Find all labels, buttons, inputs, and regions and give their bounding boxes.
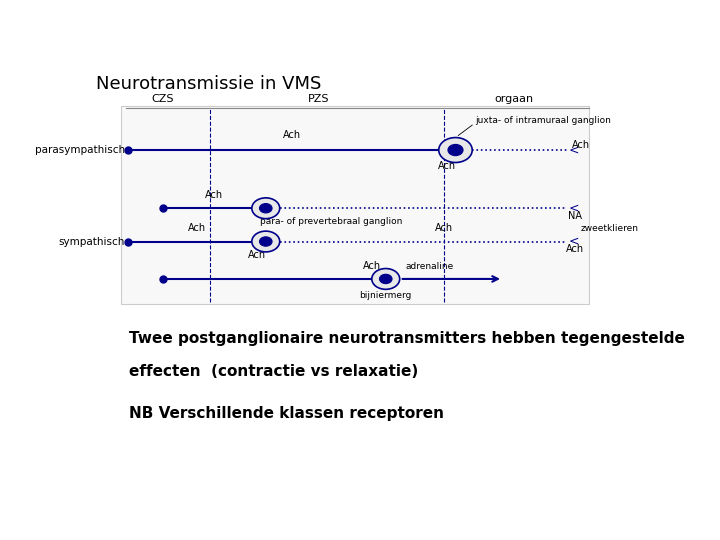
FancyBboxPatch shape (121, 106, 590, 304)
Text: <: < (568, 202, 579, 215)
Text: bijniermerg: bijniermerg (359, 291, 412, 300)
Text: Ach: Ach (436, 223, 454, 233)
Text: Neurotransmissie in VMS: Neurotransmissie in VMS (96, 75, 321, 93)
Text: orgaan: orgaan (495, 94, 534, 104)
Text: Ach: Ach (567, 244, 585, 254)
Text: Ach: Ach (248, 250, 266, 260)
Text: Twee postganglionaire neurotransmitters hebben tegengestelde: Twee postganglionaire neurotransmitters … (129, 331, 685, 346)
Circle shape (372, 268, 400, 289)
Circle shape (259, 237, 272, 246)
Text: Ach: Ach (363, 260, 381, 271)
Text: PZS: PZS (308, 94, 330, 104)
Circle shape (379, 274, 392, 284)
Circle shape (438, 138, 472, 163)
Text: <: < (568, 144, 579, 157)
Text: NA: NA (569, 211, 582, 221)
Text: Ach: Ach (205, 190, 223, 200)
Text: zweetklieren: zweetklieren (581, 224, 639, 233)
Circle shape (259, 204, 272, 213)
Circle shape (448, 144, 463, 156)
Text: NB Verschillende klassen receptoren: NB Verschillende klassen receptoren (129, 406, 444, 421)
Text: Ach: Ach (572, 140, 590, 150)
Circle shape (252, 198, 279, 219)
Text: Ach: Ach (188, 223, 206, 233)
Text: CZS: CZS (151, 94, 174, 104)
Text: adrenaline: adrenaline (405, 261, 454, 271)
Text: para- of prevertebraal ganglion: para- of prevertebraal ganglion (260, 217, 402, 226)
Text: Ach: Ach (283, 130, 301, 140)
Text: effecten  (contractie vs relaxatie): effecten (contractie vs relaxatie) (129, 364, 418, 379)
Text: Ach: Ach (438, 161, 456, 171)
Text: parasympathisch: parasympathisch (35, 145, 125, 155)
Circle shape (252, 231, 279, 252)
Text: juxta- of intramuraal ganglion: juxta- of intramuraal ganglion (475, 116, 611, 125)
Text: <: < (568, 235, 579, 248)
Text: sympathisch: sympathisch (59, 237, 125, 247)
